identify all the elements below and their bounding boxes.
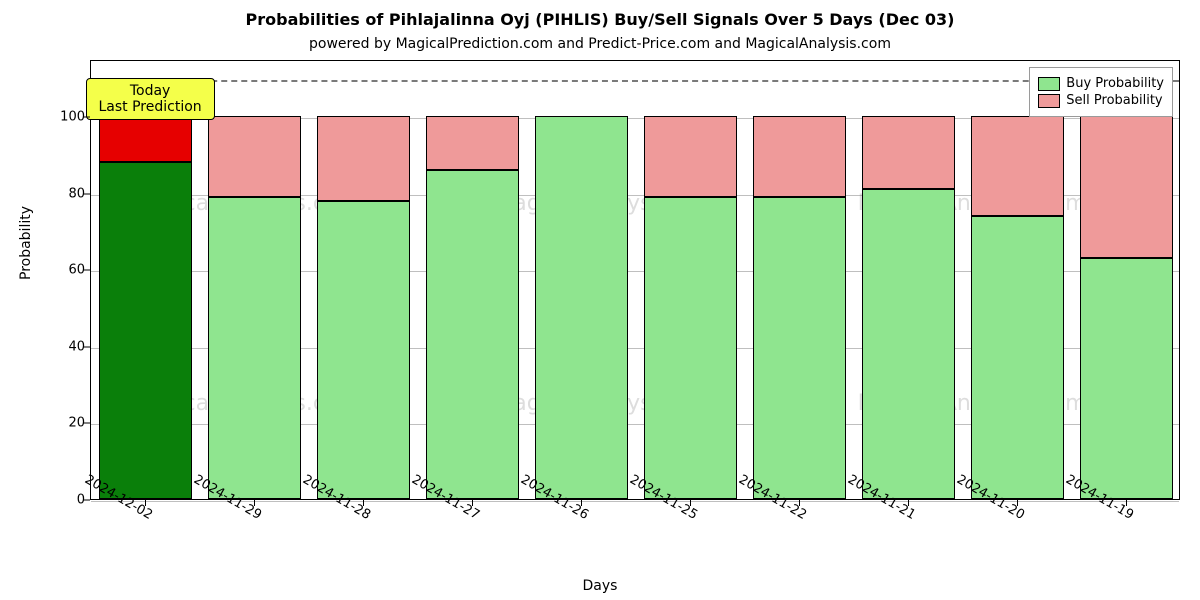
sell-bar <box>317 116 410 200</box>
sell-bar <box>208 116 301 196</box>
buy-bar <box>753 197 846 499</box>
sell-bar <box>862 116 955 189</box>
plot-area: MagicalAnalysis.comMagicalAnalysis.comMa… <box>90 60 1180 500</box>
y-tick-mark <box>84 346 90 347</box>
bar-group <box>753 116 846 499</box>
buy-bar <box>644 197 737 499</box>
bar-group <box>971 116 1064 499</box>
y-axis-label: Probability <box>18 206 34 280</box>
buy-bar <box>535 116 628 499</box>
bar-group <box>1080 116 1173 499</box>
chart-subtitle: powered by MagicalPrediction.com and Pre… <box>0 36 1200 52</box>
callout-line: Today <box>99 83 202 99</box>
sell-bar <box>644 116 737 196</box>
y-tick-label: 60 <box>55 263 85 278</box>
legend-item: Sell Probability <box>1038 93 1164 108</box>
legend-label: Buy Probability <box>1066 76 1164 91</box>
y-tick-mark <box>84 500 90 501</box>
sell-bar <box>971 116 1064 215</box>
bar-group <box>317 116 410 499</box>
today-callout: TodayLast Prediction <box>86 78 215 120</box>
sell-bar <box>426 116 519 170</box>
y-tick-mark <box>84 270 90 271</box>
y-tick-mark <box>84 117 90 118</box>
legend-item: Buy Probability <box>1038 76 1164 91</box>
y-tick-mark <box>84 423 90 424</box>
sell-bar <box>753 116 846 196</box>
bar-group <box>208 116 301 499</box>
chart-title: Probabilities of Pihlajalinna Oyj (PIHLI… <box>0 10 1200 29</box>
y-tick-label: 80 <box>55 186 85 201</box>
y-tick-label: 20 <box>55 416 85 431</box>
y-tick-mark <box>84 193 90 194</box>
x-axis-label: Days <box>0 578 1200 594</box>
bar-group <box>535 116 628 499</box>
buy-bar <box>426 170 519 499</box>
y-tick-label: 100 <box>55 110 85 125</box>
ceiling-line <box>91 80 1179 82</box>
buy-bar <box>862 189 955 499</box>
buy-bar <box>208 197 301 499</box>
buy-bar <box>1080 258 1173 499</box>
buy-bar <box>317 201 410 499</box>
legend: Buy Probability Sell Probability <box>1029 67 1173 117</box>
buy-bar <box>99 162 192 499</box>
buy-bar <box>971 216 1064 499</box>
sell-bar <box>99 116 192 162</box>
y-tick-label: 40 <box>55 339 85 354</box>
bar-group <box>644 116 737 499</box>
bar-group <box>426 116 519 499</box>
bar-group <box>862 116 955 499</box>
sell-bar <box>1080 116 1173 258</box>
y-tick-label: 0 <box>55 493 85 508</box>
legend-label: Sell Probability <box>1066 93 1162 108</box>
legend-swatch <box>1038 94 1060 108</box>
legend-swatch <box>1038 77 1060 91</box>
bar-group <box>99 116 192 499</box>
callout-line: Last Prediction <box>99 99 202 115</box>
